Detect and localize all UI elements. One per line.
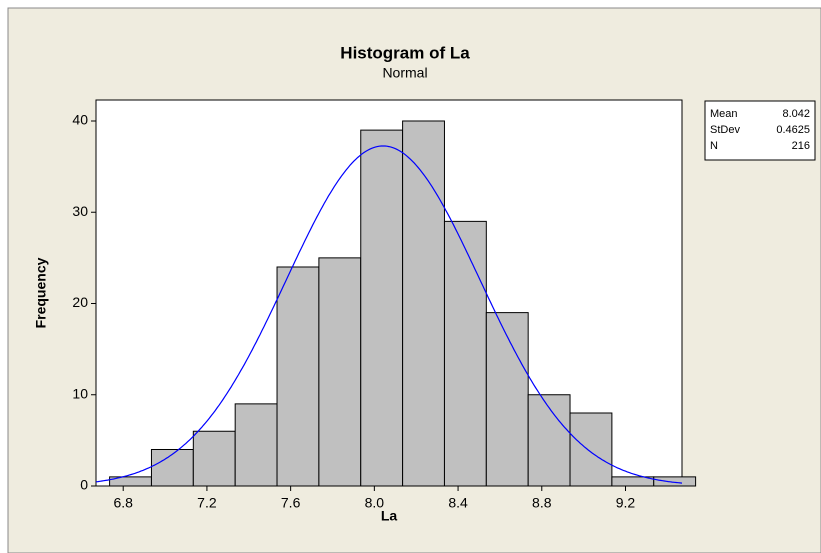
bar: [360, 129, 404, 487]
stat-value: 8.042: [782, 108, 810, 120]
x-tick-label: 7.2: [197, 495, 217, 511]
bar: [485, 312, 529, 487]
stats-box: [704, 100, 816, 161]
bar: [527, 394, 571, 487]
y-tick-label: 40: [72, 112, 88, 128]
y-tick-label: 30: [72, 203, 88, 219]
normal-curve: [95, 145, 683, 484]
stat-value: 216: [792, 140, 810, 152]
chart-title: Histogram of La: [340, 43, 470, 62]
x-tick-label: 8.4: [448, 495, 468, 511]
x-tick-label: 8.8: [532, 495, 552, 511]
x-tick-label: 9.2: [616, 495, 636, 511]
x-tick-label: 6.8: [113, 495, 133, 511]
y-tick-label: 10: [72, 385, 88, 401]
bar: [276, 266, 320, 487]
bar: [653, 476, 697, 487]
stat-label: Mean: [710, 108, 738, 120]
stat-label: N: [710, 140, 718, 152]
stat-value: 0.4625: [776, 124, 810, 136]
bar: [443, 220, 487, 487]
x-axis-label: La: [381, 508, 398, 524]
chart-subtitle: Normal: [382, 65, 427, 81]
x-tick-label: 7.6: [281, 495, 301, 511]
bar: [318, 257, 362, 487]
y-tick-label: 20: [72, 294, 88, 310]
bar: [192, 430, 236, 487]
bar: [402, 120, 445, 487]
x-tick-label: 8.0: [365, 495, 385, 511]
y-axis-label: Frequency: [33, 257, 49, 328]
stat-label: StDev: [710, 124, 740, 136]
bar: [234, 403, 278, 487]
y-tick-label: 0: [80, 477, 88, 493]
bar: [150, 448, 194, 487]
bar: [569, 412, 613, 487]
